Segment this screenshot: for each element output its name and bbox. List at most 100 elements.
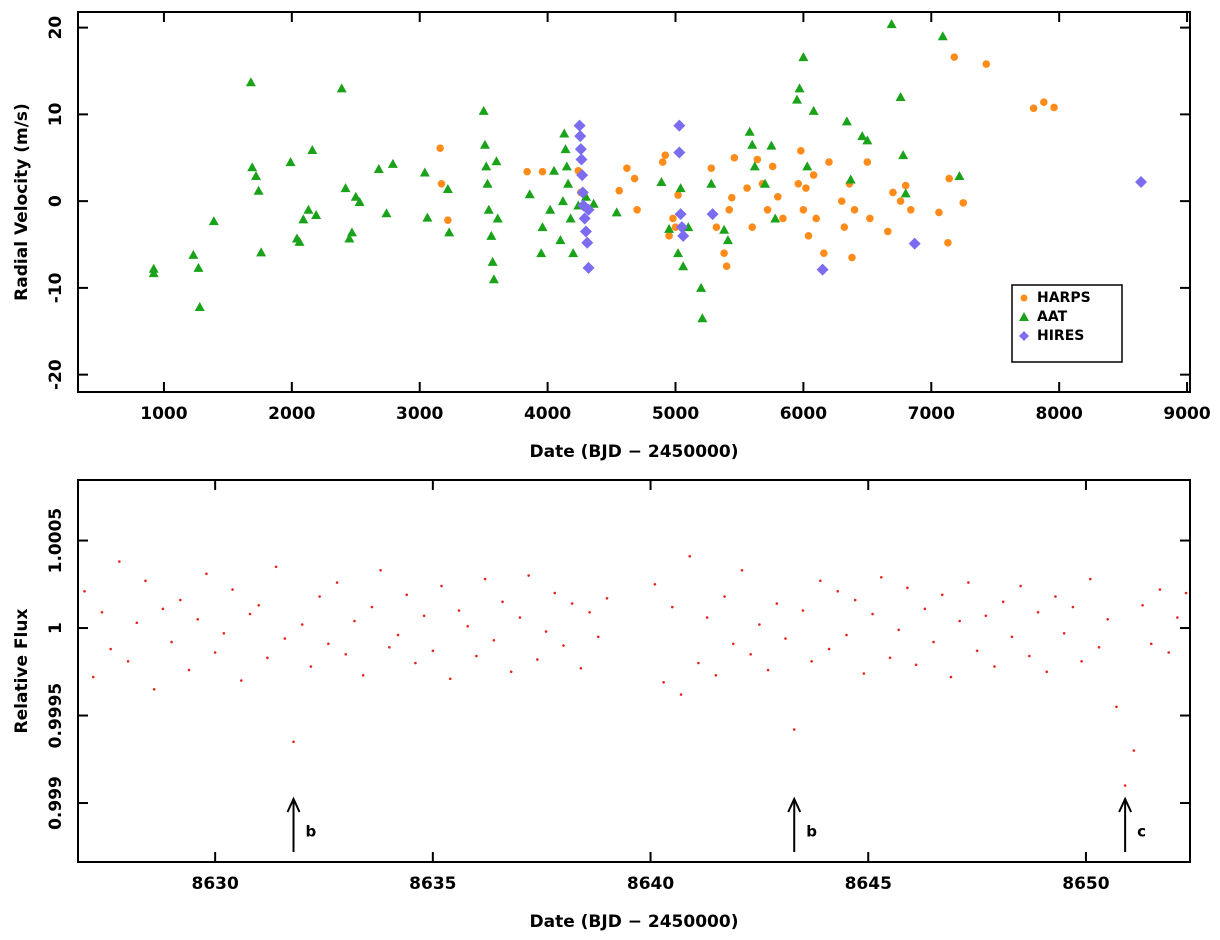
- point: [379, 568, 382, 572]
- point: [784, 637, 787, 640]
- point: [1132, 749, 1136, 752]
- point: [118, 560, 121, 563]
- point: [486, 230, 497, 240]
- point: [889, 188, 897, 197]
- point: [478, 105, 489, 115]
- point: [561, 161, 572, 171]
- point: [605, 596, 609, 600]
- y-axis-label: Relative Flux: [12, 609, 32, 734]
- point: [665, 232, 673, 240]
- y-tick-label: 1: [46, 622, 66, 634]
- point: [678, 261, 689, 271]
- point: [475, 654, 478, 658]
- point: [768, 162, 777, 171]
- point: [536, 658, 539, 661]
- point: [850, 206, 859, 214]
- x-tick-label: 1000: [140, 404, 187, 424]
- point: [283, 637, 287, 640]
- point: [664, 223, 675, 233]
- point: [937, 31, 948, 41]
- point: [492, 213, 503, 223]
- x-tick-label: 8630: [191, 874, 238, 894]
- point: [582, 203, 595, 216]
- point: [611, 207, 622, 217]
- point: [537, 222, 548, 232]
- point: [883, 227, 892, 236]
- point: [161, 607, 165, 611]
- arrow-head: [1118, 796, 1133, 813]
- point: [802, 184, 810, 192]
- x-tick-label: 8650: [1062, 874, 1109, 894]
- point: [845, 633, 848, 637]
- point: [1123, 784, 1127, 787]
- point: [419, 167, 430, 177]
- point: [837, 197, 846, 205]
- x-tick-label: 8000: [1036, 404, 1083, 424]
- y-tick-label: 0: [46, 195, 66, 207]
- point: [714, 673, 718, 677]
- point: [135, 621, 139, 625]
- point: [763, 206, 772, 214]
- point: [794, 83, 805, 93]
- point: [576, 186, 589, 199]
- point: [940, 593, 944, 597]
- point: [792, 728, 796, 731]
- point: [1019, 584, 1022, 588]
- point: [743, 184, 751, 192]
- point: [675, 183, 686, 193]
- point: [509, 670, 513, 674]
- x-tick-label: 2000: [268, 404, 315, 424]
- point: [1167, 651, 1170, 654]
- point: [906, 586, 909, 590]
- point: [336, 83, 347, 93]
- point: [1106, 617, 1110, 621]
- legend-label: HARPS: [1037, 290, 1091, 306]
- point: [819, 579, 822, 583]
- point: [353, 619, 356, 623]
- point: [1036, 610, 1040, 614]
- x-tick-label: 8635: [409, 874, 456, 894]
- point: [696, 282, 707, 292]
- point: [880, 575, 883, 579]
- point: [615, 186, 624, 195]
- point: [536, 248, 547, 258]
- annotation: b: [806, 823, 817, 841]
- point: [294, 236, 305, 246]
- point: [545, 204, 556, 214]
- x-tick-label: 9000: [1163, 404, 1210, 424]
- point: [298, 214, 309, 224]
- point: [196, 617, 200, 621]
- point: [274, 565, 278, 569]
- point: [527, 574, 530, 577]
- point: [816, 263, 829, 276]
- point: [671, 223, 680, 231]
- point: [993, 665, 996, 668]
- point: [825, 158, 833, 166]
- point: [483, 577, 487, 581]
- point: [1149, 642, 1153, 646]
- point: [126, 659, 130, 663]
- point: [414, 661, 417, 665]
- point: [744, 126, 755, 136]
- point: [555, 235, 566, 245]
- point: [588, 198, 599, 208]
- point: [518, 616, 522, 619]
- point: [292, 740, 295, 744]
- point: [719, 224, 730, 234]
- x-tick-label: 8640: [627, 874, 674, 894]
- point: [422, 212, 433, 222]
- point: [563, 178, 574, 188]
- point: [679, 693, 683, 696]
- point: [266, 656, 269, 660]
- point: [623, 164, 631, 172]
- legend-box: [1011, 284, 1123, 363]
- point: [797, 147, 805, 155]
- point: [914, 663, 918, 667]
- y-tick-label: 20: [46, 16, 66, 40]
- point: [975, 649, 979, 653]
- point: [553, 591, 557, 595]
- point: [753, 155, 762, 164]
- point: [179, 598, 182, 602]
- x-axis-label: Date (BJD − 2450000): [530, 442, 739, 462]
- point: [749, 161, 760, 171]
